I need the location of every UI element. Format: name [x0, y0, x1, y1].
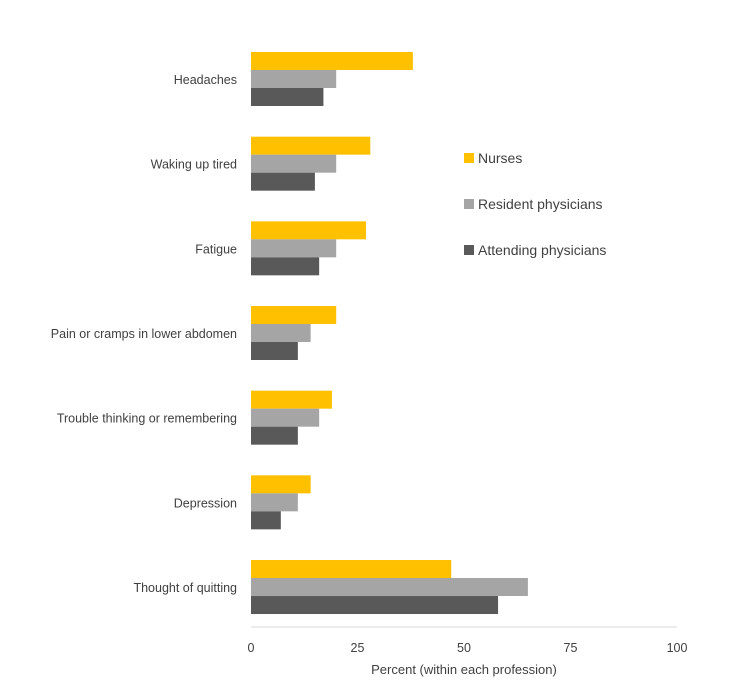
- bar-resident-physicians-thought-of-quitting: [251, 578, 528, 597]
- legend: Nurses Resident physicians Attending physi…: [464, 150, 606, 258]
- bar-resident-physicians-fatigue: [251, 239, 337, 258]
- bar-resident-physicians-trouble-thinking-or-remembering: [251, 408, 320, 427]
- x-axis-title: Percent (within each profession): [371, 662, 557, 677]
- category-label-headaches: Headaches: [174, 73, 237, 87]
- category-label-pain-or-cramps-in-lower-abdomen: Pain or cramps in lower abdomen: [51, 327, 237, 341]
- bar-attending-physicians-depression: [251, 511, 281, 530]
- bar-attending-physicians-thought-of-quitting: [251, 596, 499, 615]
- category-label-waking-up-tired: Waking up tired: [151, 158, 237, 172]
- bar-nurses-trouble-thinking-or-remembering: [251, 390, 332, 409]
- category-label-depression: Depression: [174, 496, 237, 510]
- category-label-fatigue: Fatigue: [195, 242, 237, 256]
- x-tick-label-75: 75: [564, 641, 578, 655]
- legend-swatch-resident-physicians: [464, 199, 474, 209]
- x-tick-label-25: 25: [351, 641, 365, 655]
- bar-attending-physicians-trouble-thinking-or-remembering: [251, 426, 298, 445]
- x-tick-label-0: 0: [248, 641, 255, 655]
- bar-nurses-pain-or-cramps-in-lower-abdomen: [251, 306, 337, 325]
- bar-resident-physicians-depression: [251, 493, 298, 512]
- bar-attending-physicians-pain-or-cramps-in-lower-abdomen: [251, 342, 298, 361]
- category-labels: Headaches Waking up tired Fatigue Pain or c…: [51, 73, 237, 595]
- bar-attending-physicians-waking-up-tired: [251, 172, 315, 191]
- bar-attending-physicians-headaches: [251, 88, 324, 106]
- legend-swatch-nurses: [464, 153, 474, 163]
- bar-nurses-waking-up-tired: [251, 136, 371, 155]
- legend-swatch-attending-physicians: [464, 245, 474, 255]
- x-tick-label-100: 100: [667, 641, 688, 655]
- legend-label-nurses: Nurses: [478, 150, 522, 166]
- category-label-trouble-thinking-or-remembering: Trouble thinking or remembering: [57, 412, 237, 426]
- category-label-thought-of-quitting: Thought of quitting: [133, 581, 237, 595]
- bar-nurses-fatigue: [251, 221, 367, 240]
- bar-nurses-depression: [251, 475, 311, 494]
- bar-resident-physicians-headaches: [251, 70, 337, 88]
- x-tick-labels: 0 25 50 75 100: [248, 641, 688, 655]
- legend-label-attending-physicians: Attending physicians: [478, 242, 606, 258]
- bar-resident-physicians-waking-up-tired: [251, 154, 337, 173]
- bar-resident-physicians-pain-or-cramps-in-lower-abdomen: [251, 324, 311, 343]
- bar-nurses-headaches: [251, 52, 413, 70]
- bar-attending-physicians-fatigue: [251, 257, 320, 276]
- bars-group: [251, 52, 528, 615]
- x-tick-label-50: 50: [457, 641, 471, 655]
- legend-label-resident-physicians: Resident physicians: [478, 196, 603, 212]
- bar-nurses-thought-of-quitting: [251, 560, 452, 579]
